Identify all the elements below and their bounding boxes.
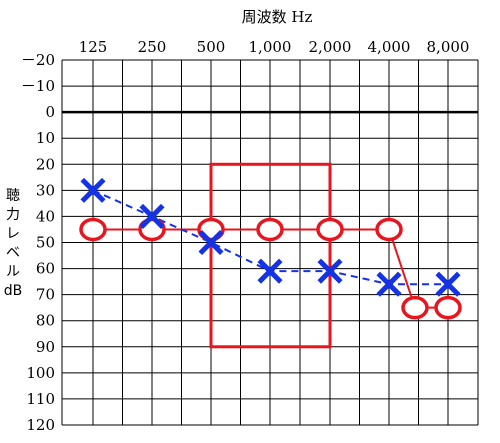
circle-marker [316,217,344,242]
y-axis-title-char: ベ [6,245,20,261]
y-tick-label: 60 [36,260,55,278]
y-tick-labels: －20 －10 0 10 20 30 40 50 60 70 80 90 100 110 120 [21,51,55,434]
circle-marker [79,217,107,242]
y-axis-title-char: ル [6,264,20,280]
cross-stroke [257,258,283,284]
cross-stroke [376,271,402,297]
x-tick-label: 250 [138,38,167,56]
y-tick-label: 70 [36,286,55,304]
speech-region-layer [209,162,332,349]
x-axis-title: 周波数 Hz [242,8,313,26]
y-axis-title-char: 力 [6,207,20,223]
y-tick-label: 20 [36,155,55,173]
cross-marker [435,271,461,297]
x-tick-label: 500 [197,38,226,56]
y-tick-label: 80 [36,312,55,330]
x-tick-label: 4,000 [368,38,411,56]
circle-marker [256,217,284,242]
speech-region-box [209,162,332,349]
y-axis-title-char: dB [4,283,23,299]
cross-marker [317,258,343,284]
y-tick-label: 100 [26,364,55,382]
circle-marker [434,295,462,320]
x-tick-labels: 125 250 500 1,000 2,000 4,000 8,000 [79,38,470,56]
cross-marker [257,258,283,284]
x-tick-label: 2,000 [309,38,352,56]
y-tick-label: 120 [26,416,55,434]
y-tick-label: 40 [36,207,55,225]
cross-marker [80,177,106,203]
y-tick-label: 110 [26,390,55,408]
series-markers [79,177,462,320]
cross-stroke [435,271,461,297]
circle-marker [401,295,429,320]
y-tick-label: 30 [36,181,55,199]
cross-marker [198,229,224,256]
cross-marker [139,203,165,229]
x-tick-label: 1,000 [249,38,292,56]
y-tick-label: －10 [21,77,55,95]
y-tick-label: 0 [45,103,55,121]
y-tick-label: －20 [21,51,55,69]
y-tick-label: 10 [36,129,55,147]
y-axis-title-char: レ [6,226,20,242]
cross-stroke [317,258,343,284]
cross-stroke [139,203,165,229]
cross-stroke [198,229,224,256]
x-tick-label: 125 [79,38,108,56]
grid [61,59,479,426]
circle-marker [375,217,403,242]
y-tick-label: 50 [36,234,55,252]
x-tick-label: 8,000 [427,38,470,56]
cross-stroke [80,177,106,203]
cross-marker [376,271,402,297]
y-axis-title-char: 聴 [6,188,20,204]
y-tick-label: 90 [36,338,55,356]
